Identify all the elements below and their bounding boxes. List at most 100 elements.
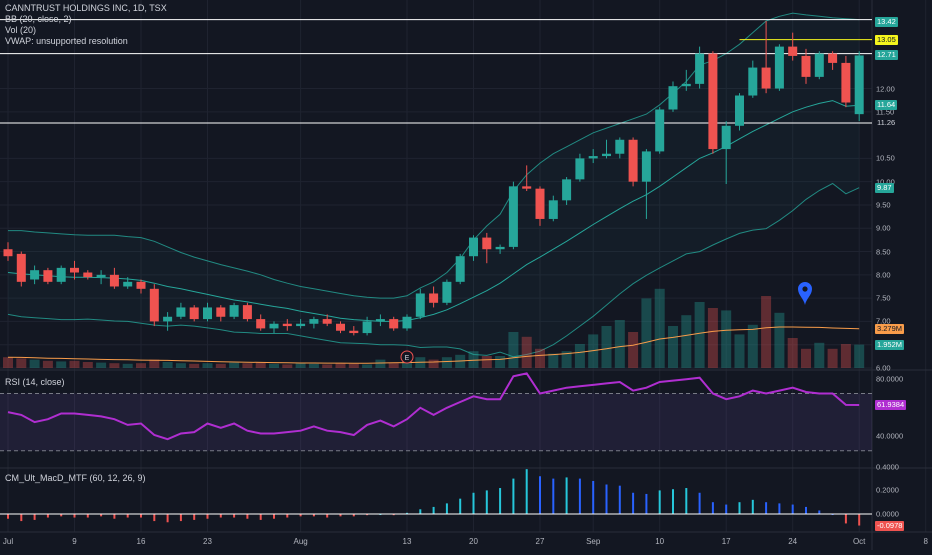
x-tick-label: 10 — [655, 537, 665, 546]
candle-body — [469, 237, 478, 257]
macd-bar — [578, 478, 581, 514]
rsi-line — [7, 372, 860, 441]
macd-bar — [273, 514, 275, 519]
volume-bar — [202, 363, 213, 368]
volume-bar — [787, 338, 798, 368]
volume-bar — [375, 359, 386, 368]
volume-bar — [96, 362, 107, 368]
candle-body — [508, 186, 518, 247]
volume-bar — [402, 360, 412, 368]
volume-bar — [175, 363, 186, 368]
price-tick-label: 12.00 — [876, 84, 895, 94]
macd-legend[interactable]: CM_Ult_MacD_MTF (60, 12, 26, 9) — [5, 473, 146, 483]
macd-bar — [791, 504, 794, 514]
macd-bar — [20, 514, 23, 522]
candle-body — [801, 55, 811, 77]
volume-bar — [774, 312, 785, 368]
volume-bar — [654, 288, 665, 368]
volume-bar — [269, 363, 279, 368]
macd-bar — [725, 504, 728, 514]
bb-legend[interactable]: BB (20, close, 2) — [5, 14, 72, 24]
volume-bar — [588, 334, 599, 368]
x-tick-label: 24 — [788, 537, 798, 546]
x-tick-label: 13 — [402, 537, 412, 546]
volume-bar — [548, 353, 559, 368]
volume-tag: 1.952M — [875, 339, 905, 350]
volume-bar — [149, 359, 160, 368]
macd-bar — [259, 514, 262, 520]
macd-histogram — [7, 469, 861, 526]
candle-body — [482, 237, 492, 250]
macd-bar — [539, 476, 541, 514]
macd-bar — [33, 514, 36, 520]
price-tag: 13.42 — [875, 17, 898, 28]
volume-bar — [3, 357, 13, 368]
macd-bar — [326, 514, 329, 518]
macd-bar — [778, 503, 781, 514]
macd-bar — [685, 488, 688, 514]
volume-bar — [136, 363, 146, 368]
price-tick-label: 9.00 — [876, 223, 891, 233]
volume-bar — [441, 357, 452, 368]
candle-body — [774, 46, 784, 89]
x-tick-label: 23 — [203, 537, 212, 546]
volume-bar — [82, 362, 93, 368]
location-pin-icon[interactable] — [798, 282, 812, 305]
candle-body — [548, 200, 558, 219]
price-tag: 12.71 — [875, 50, 898, 61]
vwap-legend[interactable]: VWAP: unsupported resolution — [5, 36, 128, 46]
candle-body — [415, 293, 425, 317]
volume-bar — [721, 310, 732, 368]
macd-bar — [632, 492, 635, 514]
volume-bar — [295, 363, 306, 368]
candle-body — [349, 330, 359, 334]
candle-body — [43, 270, 53, 282]
candle-body — [322, 319, 332, 324]
earnings-marker: E — [400, 350, 414, 364]
volume-bar — [335, 363, 346, 368]
price-tick-label: 10.50 — [876, 153, 895, 163]
volume-bar — [734, 334, 745, 368]
macd-bar — [858, 514, 861, 526]
candle-body — [96, 274, 106, 278]
candle-body — [455, 256, 465, 282]
pin-shape — [798, 282, 812, 305]
bb-band-fill — [8, 13, 860, 357]
price-tag: 11.26 — [875, 117, 898, 128]
macd-bar — [818, 510, 821, 514]
macd-bar — [605, 484, 608, 514]
macd-bar — [432, 506, 435, 514]
volume-bar — [29, 359, 40, 368]
candle-body — [681, 83, 691, 87]
candle-body — [575, 158, 585, 180]
symbol-title[interactable]: CANNTRUST HOLDINGS INC, 1D, TSX — [5, 3, 167, 13]
macd-bar — [698, 492, 701, 514]
candle-body — [761, 67, 771, 89]
macd-bar — [645, 493, 648, 514]
macd-tick-label: 0.4000 — [876, 462, 899, 472]
candle-body — [695, 53, 705, 84]
rsi-tick-label: 40.0000 — [876, 431, 904, 441]
macd-bar — [459, 498, 462, 514]
vol-legend[interactable]: Vol (20) — [5, 25, 37, 35]
price-tag: 13.05 — [875, 34, 898, 45]
macd-bar — [140, 514, 142, 518]
macd-bar — [565, 477, 568, 514]
candle-body — [748, 67, 758, 96]
volume-bar — [681, 315, 692, 368]
volume-bar — [242, 363, 253, 368]
volume-bar — [614, 320, 625, 368]
macd-bar — [472, 492, 475, 514]
candle-body — [109, 274, 119, 287]
rsi-legend[interactable]: RSI (14, close) — [5, 377, 65, 387]
candle-body — [828, 53, 838, 63]
volume-bar — [481, 356, 492, 368]
candle-body — [788, 46, 798, 56]
volume-bar — [814, 342, 825, 368]
volume-bar — [495, 356, 506, 368]
volume-bar — [109, 363, 120, 368]
volume-bar — [122, 363, 133, 368]
volume-bar — [854, 344, 865, 368]
price-tick-label: 11.50 — [876, 107, 895, 117]
